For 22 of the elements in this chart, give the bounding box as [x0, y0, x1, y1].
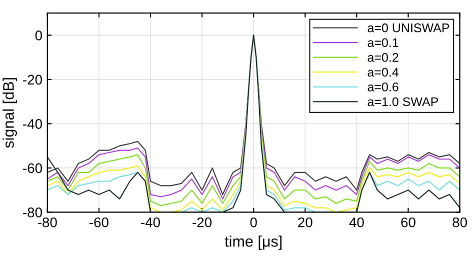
x-tick-label: -80: [38, 217, 57, 228]
y-tick-label: -80: [23, 208, 42, 218]
y-tick-label: -60: [23, 163, 42, 174]
x-tick-label: -60: [90, 217, 108, 228]
y-tick-label: -20: [23, 74, 42, 85]
x-tick-label: 20: [298, 217, 312, 228]
legend-label: a=1.0 SWAP: [368, 97, 438, 106]
y-axis-title: signal [dB]: [2, 78, 17, 148]
x-tick-label: -20: [192, 217, 212, 228]
x-tick-label: 60: [401, 217, 416, 228]
x-tick-label: 80: [452, 217, 467, 228]
legend-label: a=0.2: [368, 52, 398, 62]
y-tick-label: 0: [35, 30, 42, 40]
x-tick-label: 0: [250, 217, 257, 228]
x-tick-label: -40: [141, 217, 160, 228]
legend-label: a=0.4: [368, 68, 398, 77]
legend-label: a=0.1: [368, 38, 398, 48]
legend-label: a=0.6: [368, 82, 398, 92]
y-tick-label: -40: [23, 119, 42, 129]
x-tick-label: 40: [349, 217, 364, 228]
legend-label: a=0 UNISWAP: [368, 23, 450, 32]
x-axis-title: time [μs]: [224, 236, 282, 250]
